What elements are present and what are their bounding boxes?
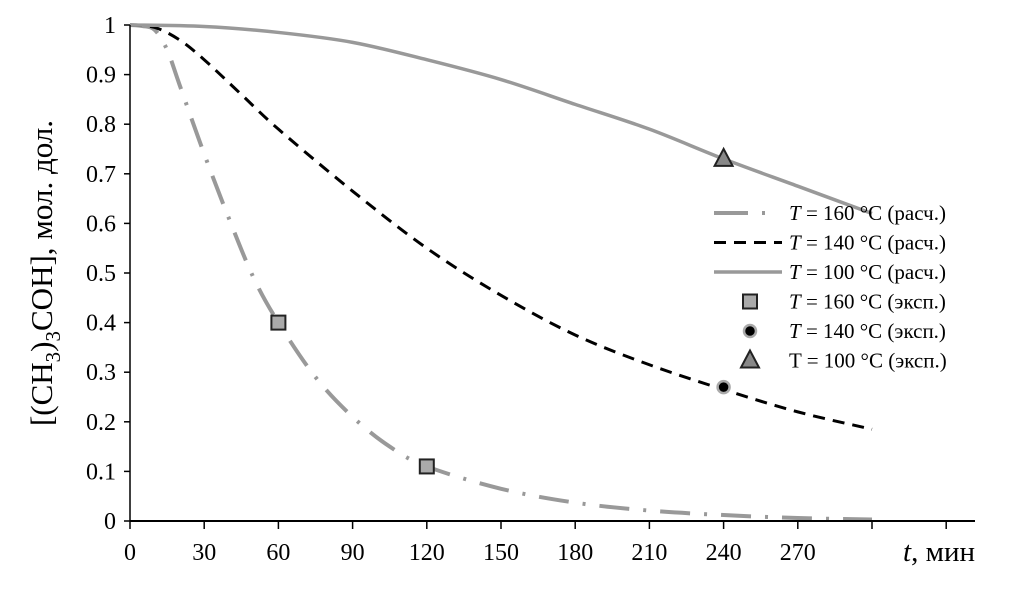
- circle-marker: [742, 323, 758, 339]
- series-line: [129, 23, 873, 431]
- square-marker: [270, 314, 287, 331]
- square-marker: [418, 458, 435, 475]
- x-tick-label: 240: [706, 540, 742, 566]
- x-tick-label: 60: [266, 540, 290, 566]
- x-tick-label: 90: [341, 540, 365, 566]
- y-tick-label: 0.6: [86, 211, 116, 237]
- legend-label: T = 140 °C (расч.): [789, 231, 946, 255]
- x-axis-label: t, мин: [903, 536, 975, 568]
- axes: 0 30 60 90 120 150 180 210 240 270 0 0.1 0.2 0.3 0.4 0.…: [86, 13, 975, 566]
- triangle-marker: [739, 348, 761, 369]
- legend-label: T = 100 °C (расч.): [789, 260, 946, 284]
- legend-label: T = 160 °C (расч.): [789, 201, 946, 225]
- series-line: [129, 23, 873, 216]
- y-tick-label: 0.9: [86, 63, 116, 89]
- legend-label: T = 160 °C (эксп.): [789, 290, 946, 314]
- y-tick-label: 1: [104, 13, 116, 39]
- x-tick-label: 270: [780, 540, 816, 566]
- x-tick-label: 210: [631, 540, 667, 566]
- y-tick-label: 0.5: [86, 261, 116, 287]
- y-axis-label: [(CH3)3COH], мол. дол.: [24, 120, 65, 426]
- y-tick-label: 0.3: [86, 360, 116, 386]
- x-tick-label: 150: [483, 540, 519, 566]
- x-tick-label: 30: [192, 540, 216, 566]
- x-tick-label: 180: [557, 540, 593, 566]
- plot-area: [129, 23, 873, 522]
- x-tick-label: 120: [409, 540, 445, 566]
- y-tick-label: 0: [104, 509, 116, 535]
- y-tick-label: 0.7: [86, 162, 116, 188]
- y-tick-label: 0.2: [86, 410, 116, 436]
- legend-label: T = 100 °C (эксп.): [789, 349, 947, 373]
- x-tick-label: 0: [124, 540, 136, 566]
- y-tick-label: 0.8: [86, 112, 116, 138]
- series-line: [129, 23, 873, 522]
- legend: T = 160 °C (расч.) T = 140 °C (расч.) T = …: [714, 201, 947, 373]
- y-tick-label: 0.4: [86, 311, 116, 337]
- circle-marker: [716, 379, 731, 395]
- y-tick-label: 0.1: [86, 459, 116, 485]
- square-marker: [742, 293, 758, 310]
- triangle-marker: [712, 146, 735, 167]
- legend-label: T = 140 °C (эксп.): [789, 319, 946, 343]
